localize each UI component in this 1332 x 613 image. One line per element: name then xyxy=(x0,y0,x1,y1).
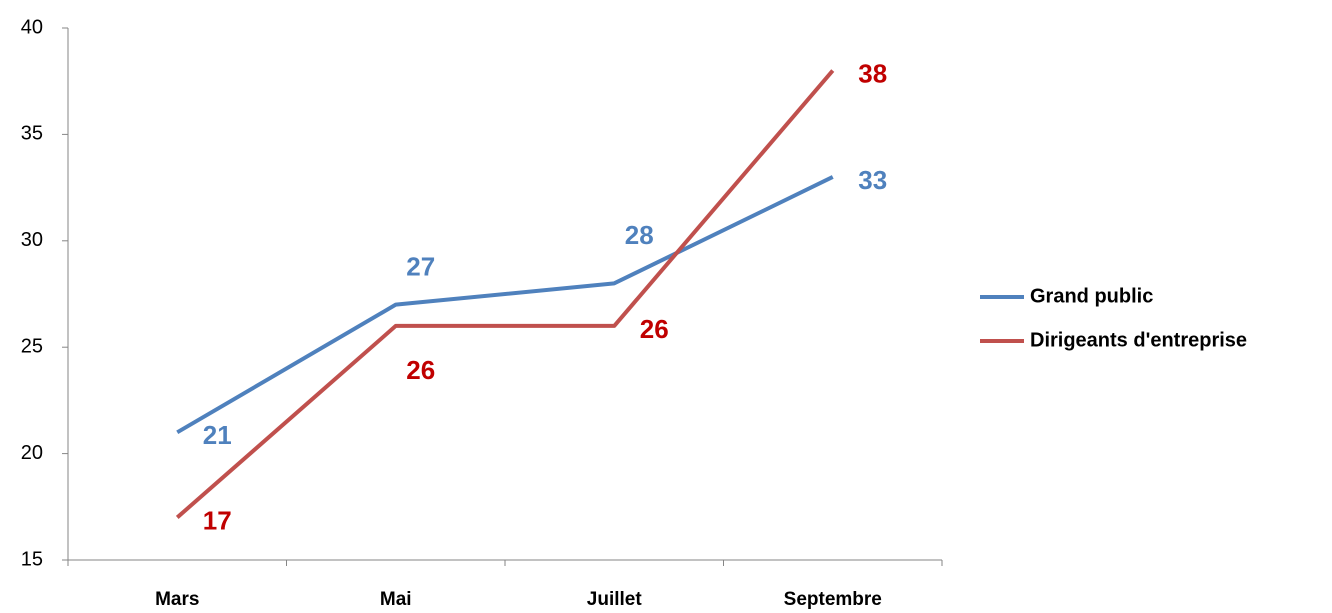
x-tick-label: Juillet xyxy=(587,589,643,610)
data-label: 38 xyxy=(858,58,887,88)
y-tick-label: 35 xyxy=(21,123,43,145)
data-label: 33 xyxy=(858,165,887,195)
y-tick-label: 40 xyxy=(21,16,43,38)
x-tick-label: Septembre xyxy=(784,589,882,610)
x-tick-label: Mars xyxy=(155,589,199,610)
data-label: 26 xyxy=(640,314,669,344)
series-line xyxy=(175,69,835,519)
legend-label: Grand public xyxy=(1030,285,1153,307)
series-line xyxy=(176,175,834,435)
data-label: 27 xyxy=(406,252,435,282)
y-tick-label: 20 xyxy=(21,442,43,464)
legend-label: Dirigeants d'entreprise xyxy=(1030,329,1247,351)
y-tick-label: 30 xyxy=(21,229,43,251)
data-label: 21 xyxy=(203,420,232,450)
x-tick-label: Mai xyxy=(380,589,412,610)
data-label: 28 xyxy=(625,220,654,250)
y-tick-label: 25 xyxy=(21,335,43,357)
data-label: 17 xyxy=(203,505,232,535)
data-label: 26 xyxy=(406,355,435,385)
y-tick-label: 15 xyxy=(21,548,43,570)
